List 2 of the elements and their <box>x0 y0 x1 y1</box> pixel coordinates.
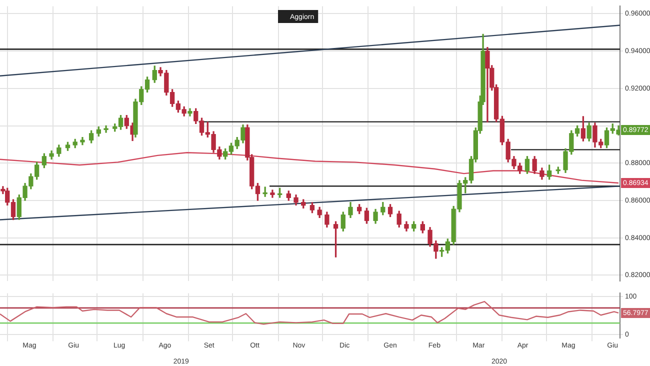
candlestick <box>485 46 490 122</box>
candlestick <box>104 125 108 133</box>
